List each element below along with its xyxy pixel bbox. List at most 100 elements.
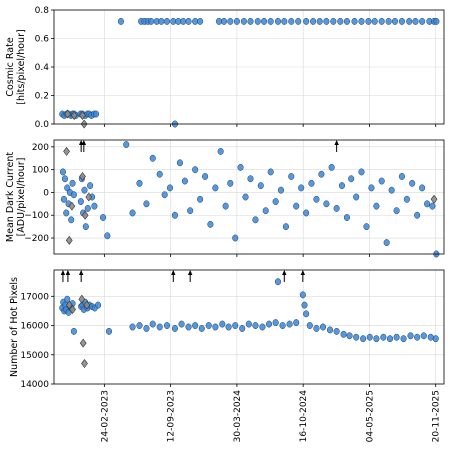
y-tick-label: 14000 bbox=[20, 380, 49, 390]
data-point bbox=[123, 141, 130, 149]
data-point bbox=[259, 323, 266, 331]
data-point bbox=[166, 184, 174, 192]
data-point-diamond bbox=[69, 304, 76, 314]
data-point bbox=[378, 177, 385, 185]
data-point bbox=[192, 322, 199, 329]
data-point bbox=[233, 17, 240, 25]
data-point bbox=[227, 179, 234, 187]
data-point bbox=[192, 166, 199, 174]
y-axis-label-line: [hits/pixel/hour] bbox=[16, 29, 27, 104]
plot-frame bbox=[53, 139, 445, 255]
data-point bbox=[378, 17, 385, 25]
data-point bbox=[82, 223, 89, 231]
event-arrowhead bbox=[78, 270, 84, 275]
data-point bbox=[340, 330, 347, 338]
data-point bbox=[70, 327, 77, 335]
data-point bbox=[383, 239, 390, 247]
data-point bbox=[136, 322, 143, 329]
event-arrowhead bbox=[81, 140, 87, 145]
data-point bbox=[202, 173, 209, 180]
data-point bbox=[149, 320, 156, 328]
data-point bbox=[414, 211, 421, 219]
data-point bbox=[313, 195, 320, 203]
data-point bbox=[400, 335, 407, 343]
plot-frame bbox=[53, 9, 445, 125]
y-axis-label: Mean Dark Current[ADU/pixel/hour] bbox=[5, 152, 27, 242]
data-point bbox=[412, 17, 419, 25]
data-point-diamond bbox=[64, 109, 71, 119]
data-point bbox=[267, 17, 274, 25]
data-point bbox=[187, 207, 194, 215]
y-tick-label: 0 bbox=[43, 188, 49, 198]
data-point bbox=[68, 216, 75, 224]
data-point bbox=[136, 179, 143, 187]
event-arrowhead bbox=[65, 270, 71, 275]
data-point bbox=[70, 191, 77, 199]
data-point bbox=[398, 173, 405, 180]
plot-frame bbox=[53, 269, 445, 385]
y-tick-label: 15000 bbox=[20, 351, 49, 361]
data-point bbox=[242, 193, 249, 201]
data-point bbox=[288, 17, 295, 25]
data-point bbox=[217, 147, 224, 155]
data-point bbox=[333, 327, 340, 335]
data-point bbox=[373, 335, 380, 343]
y-tick-label: 0.8 bbox=[35, 6, 50, 16]
data-point bbox=[59, 168, 66, 176]
event-arrowhead bbox=[60, 270, 66, 275]
data-point bbox=[293, 202, 300, 210]
data-point bbox=[414, 333, 421, 341]
data-point bbox=[117, 17, 124, 25]
data-point bbox=[212, 323, 219, 331]
data-point bbox=[198, 325, 205, 332]
data-point bbox=[261, 17, 268, 25]
y-tick-label: −100 bbox=[24, 211, 49, 221]
data-point bbox=[252, 322, 259, 329]
data-point bbox=[419, 184, 426, 192]
data-point bbox=[143, 200, 150, 208]
y-tick-label: 0.2 bbox=[35, 92, 49, 102]
data-point-diamond bbox=[81, 210, 89, 220]
data-point-diamond bbox=[63, 146, 70, 156]
y-axis-label-line: [ADU/pixel/hour] bbox=[16, 158, 27, 237]
data-point bbox=[313, 325, 320, 332]
data-point bbox=[406, 17, 413, 25]
x-tick-label: 20-11-2025 bbox=[432, 390, 442, 442]
data-point bbox=[63, 209, 70, 217]
data-point bbox=[424, 200, 431, 208]
data-point bbox=[95, 301, 102, 309]
data-point-diamond bbox=[83, 300, 91, 310]
data-point bbox=[403, 195, 410, 203]
data-point bbox=[227, 17, 234, 25]
data-point bbox=[274, 278, 282, 286]
data-point bbox=[343, 214, 350, 221]
data-point bbox=[245, 320, 252, 328]
data-point bbox=[84, 204, 91, 212]
data-point bbox=[181, 177, 188, 185]
data-point bbox=[373, 202, 380, 210]
data-point bbox=[87, 182, 94, 190]
data-point bbox=[205, 322, 212, 329]
y-tick-label: 16000 bbox=[20, 322, 49, 332]
data-point bbox=[60, 195, 67, 203]
data-point bbox=[368, 184, 375, 192]
data-point bbox=[185, 323, 192, 331]
data-point bbox=[61, 175, 68, 183]
data-point bbox=[158, 17, 165, 25]
data-point bbox=[386, 335, 394, 343]
x-tick-label: 30-03-2024 bbox=[233, 390, 243, 443]
data-point bbox=[286, 320, 293, 328]
data-point bbox=[358, 168, 365, 176]
y-axis-label: Number of Hot Pixels bbox=[9, 277, 20, 377]
data-point bbox=[176, 159, 183, 167]
data-point bbox=[232, 322, 239, 329]
x-tick-label: 04-05-2025 bbox=[365, 390, 375, 442]
data-point-diamond bbox=[85, 192, 93, 202]
data-point-diamond bbox=[79, 171, 86, 181]
data-point bbox=[225, 323, 232, 331]
data-point bbox=[105, 327, 113, 335]
data-point bbox=[360, 335, 367, 343]
data-point bbox=[393, 207, 400, 215]
